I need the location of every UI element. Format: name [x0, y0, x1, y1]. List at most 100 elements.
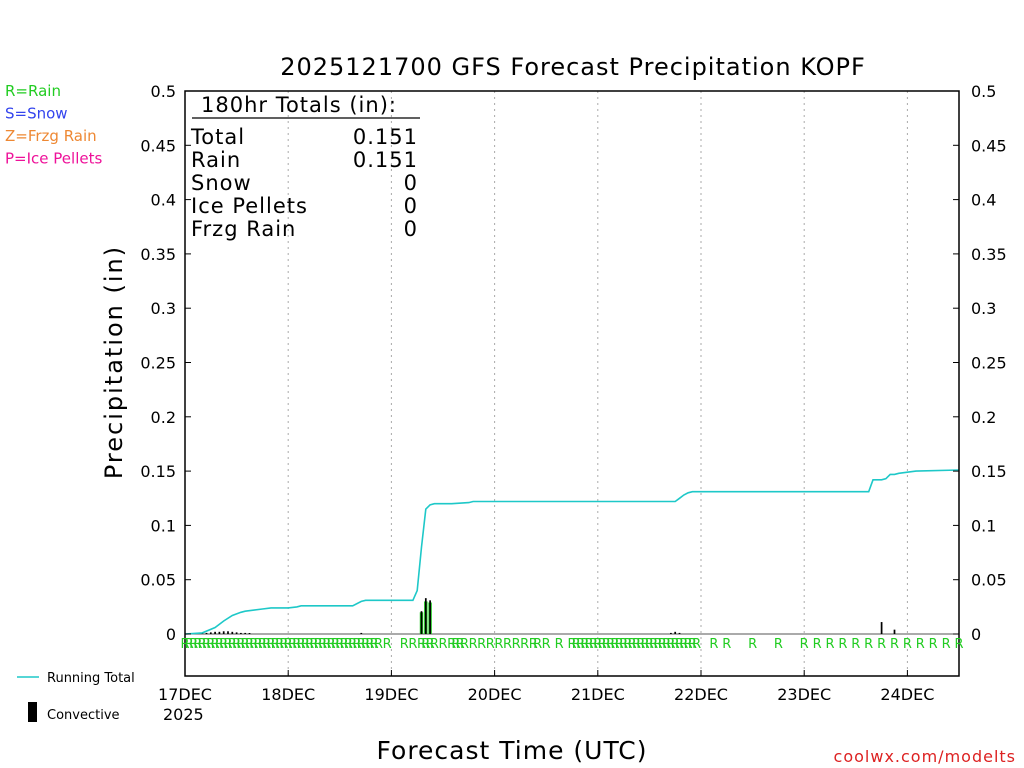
- summary-value: 0: [404, 194, 418, 218]
- convective-bar: [429, 600, 431, 634]
- ptype-marker: R: [903, 637, 912, 652]
- ptype-marker: R: [675, 637, 684, 652]
- convective-bar: [205, 632, 208, 634]
- y-tick-label-left: 0.3: [151, 299, 176, 318]
- ptype-marker: R: [598, 637, 607, 652]
- y-tick-label-left: 0.4: [151, 191, 176, 210]
- ptype-marker: R: [679, 637, 688, 652]
- ptype-marker: R: [447, 637, 456, 652]
- ptype-marker: R: [567, 637, 576, 652]
- legend-type-item: R=Rain: [5, 82, 61, 100]
- ptype-marker: R: [684, 637, 693, 652]
- ptype-marker: R: [709, 637, 718, 652]
- ptype-marker: R: [365, 637, 374, 652]
- convective-bar: [231, 631, 234, 634]
- ptype-marker: R: [671, 637, 680, 652]
- y-tick-label-left: 0: [166, 625, 176, 644]
- ptype-marker: R: [335, 637, 344, 652]
- ptype-marker: R: [916, 637, 925, 652]
- ptype-marker: R: [722, 637, 731, 652]
- ptype-marker: R: [890, 637, 899, 652]
- ptype-marker: R: [254, 637, 263, 652]
- credit-link[interactable]: coolwx.com/modelts: [834, 747, 1016, 766]
- ptype-marker: R: [322, 637, 331, 652]
- y-tick-label-left: 0.15: [140, 462, 176, 481]
- ptype-marker: R: [636, 637, 645, 652]
- ptype-marker: R: [202, 637, 211, 652]
- ptype-marker: R: [460, 637, 469, 652]
- ptype-marker: R: [469, 637, 478, 652]
- ptype-marker: R: [189, 637, 198, 652]
- ptype-marker-row: RRRRRRRRRRRRRRRRRRRRRRRRRRRRRRRRRRRRRRRR…: [180, 637, 963, 652]
- ptype-marker: R: [211, 637, 220, 652]
- ptype-marker: R: [774, 637, 783, 652]
- ptype-marker: R: [266, 637, 275, 652]
- convective-bar: [235, 632, 238, 634]
- ptype-marker: R: [477, 637, 486, 652]
- ptype-marker: R: [512, 637, 521, 652]
- convective-bar: [880, 622, 883, 634]
- ptype-marker: R: [318, 637, 327, 652]
- ptype-marker: R: [305, 637, 314, 652]
- y-tick-label-left: 0.5: [151, 82, 176, 101]
- x-tick-label: 19DEC: [364, 685, 418, 704]
- y-tick-label-right: 0.4: [971, 191, 996, 210]
- running-total-legend-label: Running Total: [47, 671, 135, 686]
- ptype-marker: R: [615, 637, 624, 652]
- convective-bar: [240, 632, 242, 634]
- ptype-marker: R: [180, 637, 189, 652]
- y-tick-label-right: 0: [971, 625, 981, 644]
- ptype-marker: R: [610, 637, 619, 652]
- convective-bar: [244, 632, 247, 634]
- ptype-marker: R: [228, 637, 237, 652]
- ptype-marker: R: [262, 637, 271, 652]
- year-label: 2025: [163, 705, 204, 724]
- y-tick-label-right: 0.35: [971, 245, 1007, 264]
- ptype-marker: R: [301, 637, 310, 652]
- ptype-marker: R: [800, 637, 809, 652]
- ptype-marker: R: [658, 637, 667, 652]
- ptype-marker: R: [632, 637, 641, 652]
- ptype-marker: R: [851, 637, 860, 652]
- ptype-marker: R: [954, 637, 963, 652]
- ptype-marker: R: [825, 637, 834, 652]
- y-tick-label-left: 0.25: [140, 354, 176, 373]
- summary-label: Snow: [191, 171, 252, 195]
- convective-bar: [674, 631, 677, 634]
- ptype-marker: R: [185, 637, 194, 652]
- convective-bar: [218, 631, 221, 634]
- ptype-marker: R: [942, 637, 951, 652]
- ptype-marker: R: [593, 637, 602, 652]
- convective-bar: [360, 632, 363, 634]
- precip-bars: [201, 598, 896, 634]
- y-tick-label-right: 0.05: [971, 571, 1007, 590]
- convective-bar: [222, 631, 225, 634]
- plot-frame: [184, 90, 960, 677]
- ptype-marker: R: [503, 637, 512, 652]
- ptype-marker: R: [297, 637, 306, 652]
- ptype-marker: R: [314, 637, 323, 652]
- convective-bar: [248, 633, 251, 634]
- ptype-marker: R: [357, 637, 366, 652]
- chart-title: 2025121700 GFS Forecast Precipitation KO…: [280, 53, 866, 81]
- y-tick-label-right: 0.15: [971, 462, 1007, 481]
- ptype-marker: R: [486, 637, 495, 652]
- ptype-marker: R: [258, 637, 267, 652]
- x-tick-label: 21DEC: [571, 685, 625, 704]
- convective-bar: [214, 631, 216, 634]
- precip-type-legend: R=Rain S=Snow Z=Frzg Rain P=Ice Pellets: [5, 82, 102, 168]
- summary-value: 0: [404, 217, 418, 241]
- summary-value: 0.151: [353, 125, 418, 149]
- ptype-marker: R: [529, 637, 538, 652]
- ptype-marker: R: [223, 637, 232, 652]
- ptype-marker: R: [426, 637, 435, 652]
- ptype-marker: R: [666, 637, 675, 652]
- ptype-marker: R: [331, 637, 340, 652]
- ptype-marker: R: [585, 637, 594, 652]
- ptype-marker: R: [284, 637, 293, 652]
- ptype-marker: R: [275, 637, 284, 652]
- y-axis-right: 0 0.05 0.1 0.15 0.2 0.25 0.3 0.35 0.4 0.45 0.5: [953, 82, 1007, 644]
- ptype-marker: R: [623, 637, 632, 652]
- ptype-marker: R: [589, 637, 598, 652]
